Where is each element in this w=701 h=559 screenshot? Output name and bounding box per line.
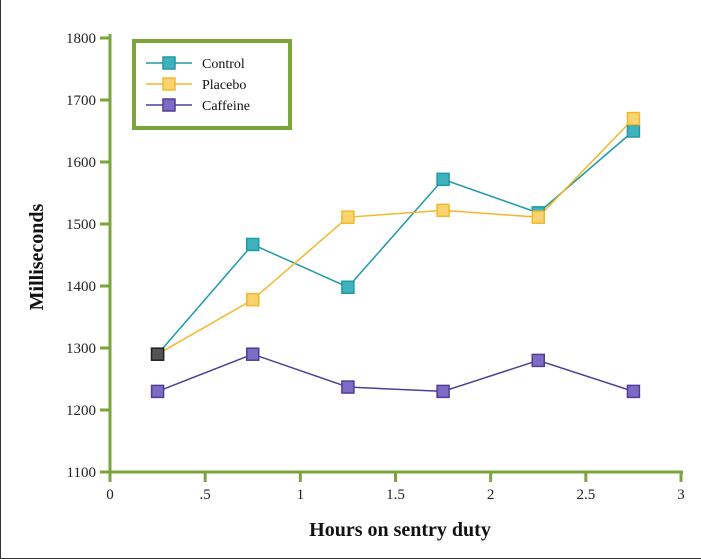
y-tick-label: 1700 [66, 93, 96, 109]
data-point-placebo [531, 210, 545, 224]
x-tick-label: 3 [677, 487, 685, 503]
legend-label-placebo: Placebo [202, 78, 246, 93]
y-tick-label: 1100 [67, 465, 96, 481]
legend-marker-placebo [162, 77, 176, 91]
y-tick-label: 1500 [66, 217, 96, 233]
data-point-caffeine [531, 353, 545, 368]
data-point-control [626, 124, 641, 138]
data-point-control [246, 237, 260, 252]
data-point-control [436, 172, 450, 187]
series-line-placebo [157, 118, 634, 355]
legend-marker-caffeine [162, 98, 176, 112]
data-point-control [341, 280, 355, 294]
data-point-caffeine [246, 347, 260, 361]
axis-ticks: 1100 1200 1300 1400 1500 1600 1700 1800 0 .5 1 1.5 2… [66, 31, 685, 503]
series-line-control [157, 130, 634, 355]
x-tick-label: .5 [200, 487, 211, 503]
x-tick-label: 0 [106, 487, 114, 503]
data-point-placebo [436, 203, 450, 218]
data-point-caffeine [626, 384, 641, 399]
data-point-placebo [626, 111, 641, 126]
data-point-placebo [341, 210, 355, 224]
x-tick-label: 2 [487, 487, 495, 503]
y-axis-title: Milliseconds [26, 203, 48, 310]
y-tick-label: 1300 [66, 341, 96, 357]
data-point-overlap [150, 347, 165, 361]
x-tick-label: 2.5 [576, 487, 595, 503]
y-tick-label: 1200 [66, 403, 96, 419]
x-tick-label: 1 [297, 487, 305, 503]
x-axis-title: Hours on sentry duty [309, 519, 491, 541]
data-point-placebo [246, 292, 260, 307]
data-point-caffeine [436, 384, 450, 399]
x-tick-label: 1.5 [386, 487, 405, 503]
legend-label-control: Control [202, 57, 245, 72]
legend: Control Placebo Caffeine [132, 39, 292, 130]
y-tick-label: 1800 [66, 31, 96, 47]
legend-marker-control [162, 56, 176, 70]
data-point-caffeine [150, 384, 165, 399]
y-tick-label: 1400 [66, 279, 96, 295]
y-tick-label: 1600 [66, 155, 96, 171]
series-layer [150, 111, 641, 399]
series-line-caffeine [157, 353, 634, 393]
legend-label-caffeine: Caffeine [202, 99, 250, 114]
data-point-caffeine [341, 380, 355, 394]
